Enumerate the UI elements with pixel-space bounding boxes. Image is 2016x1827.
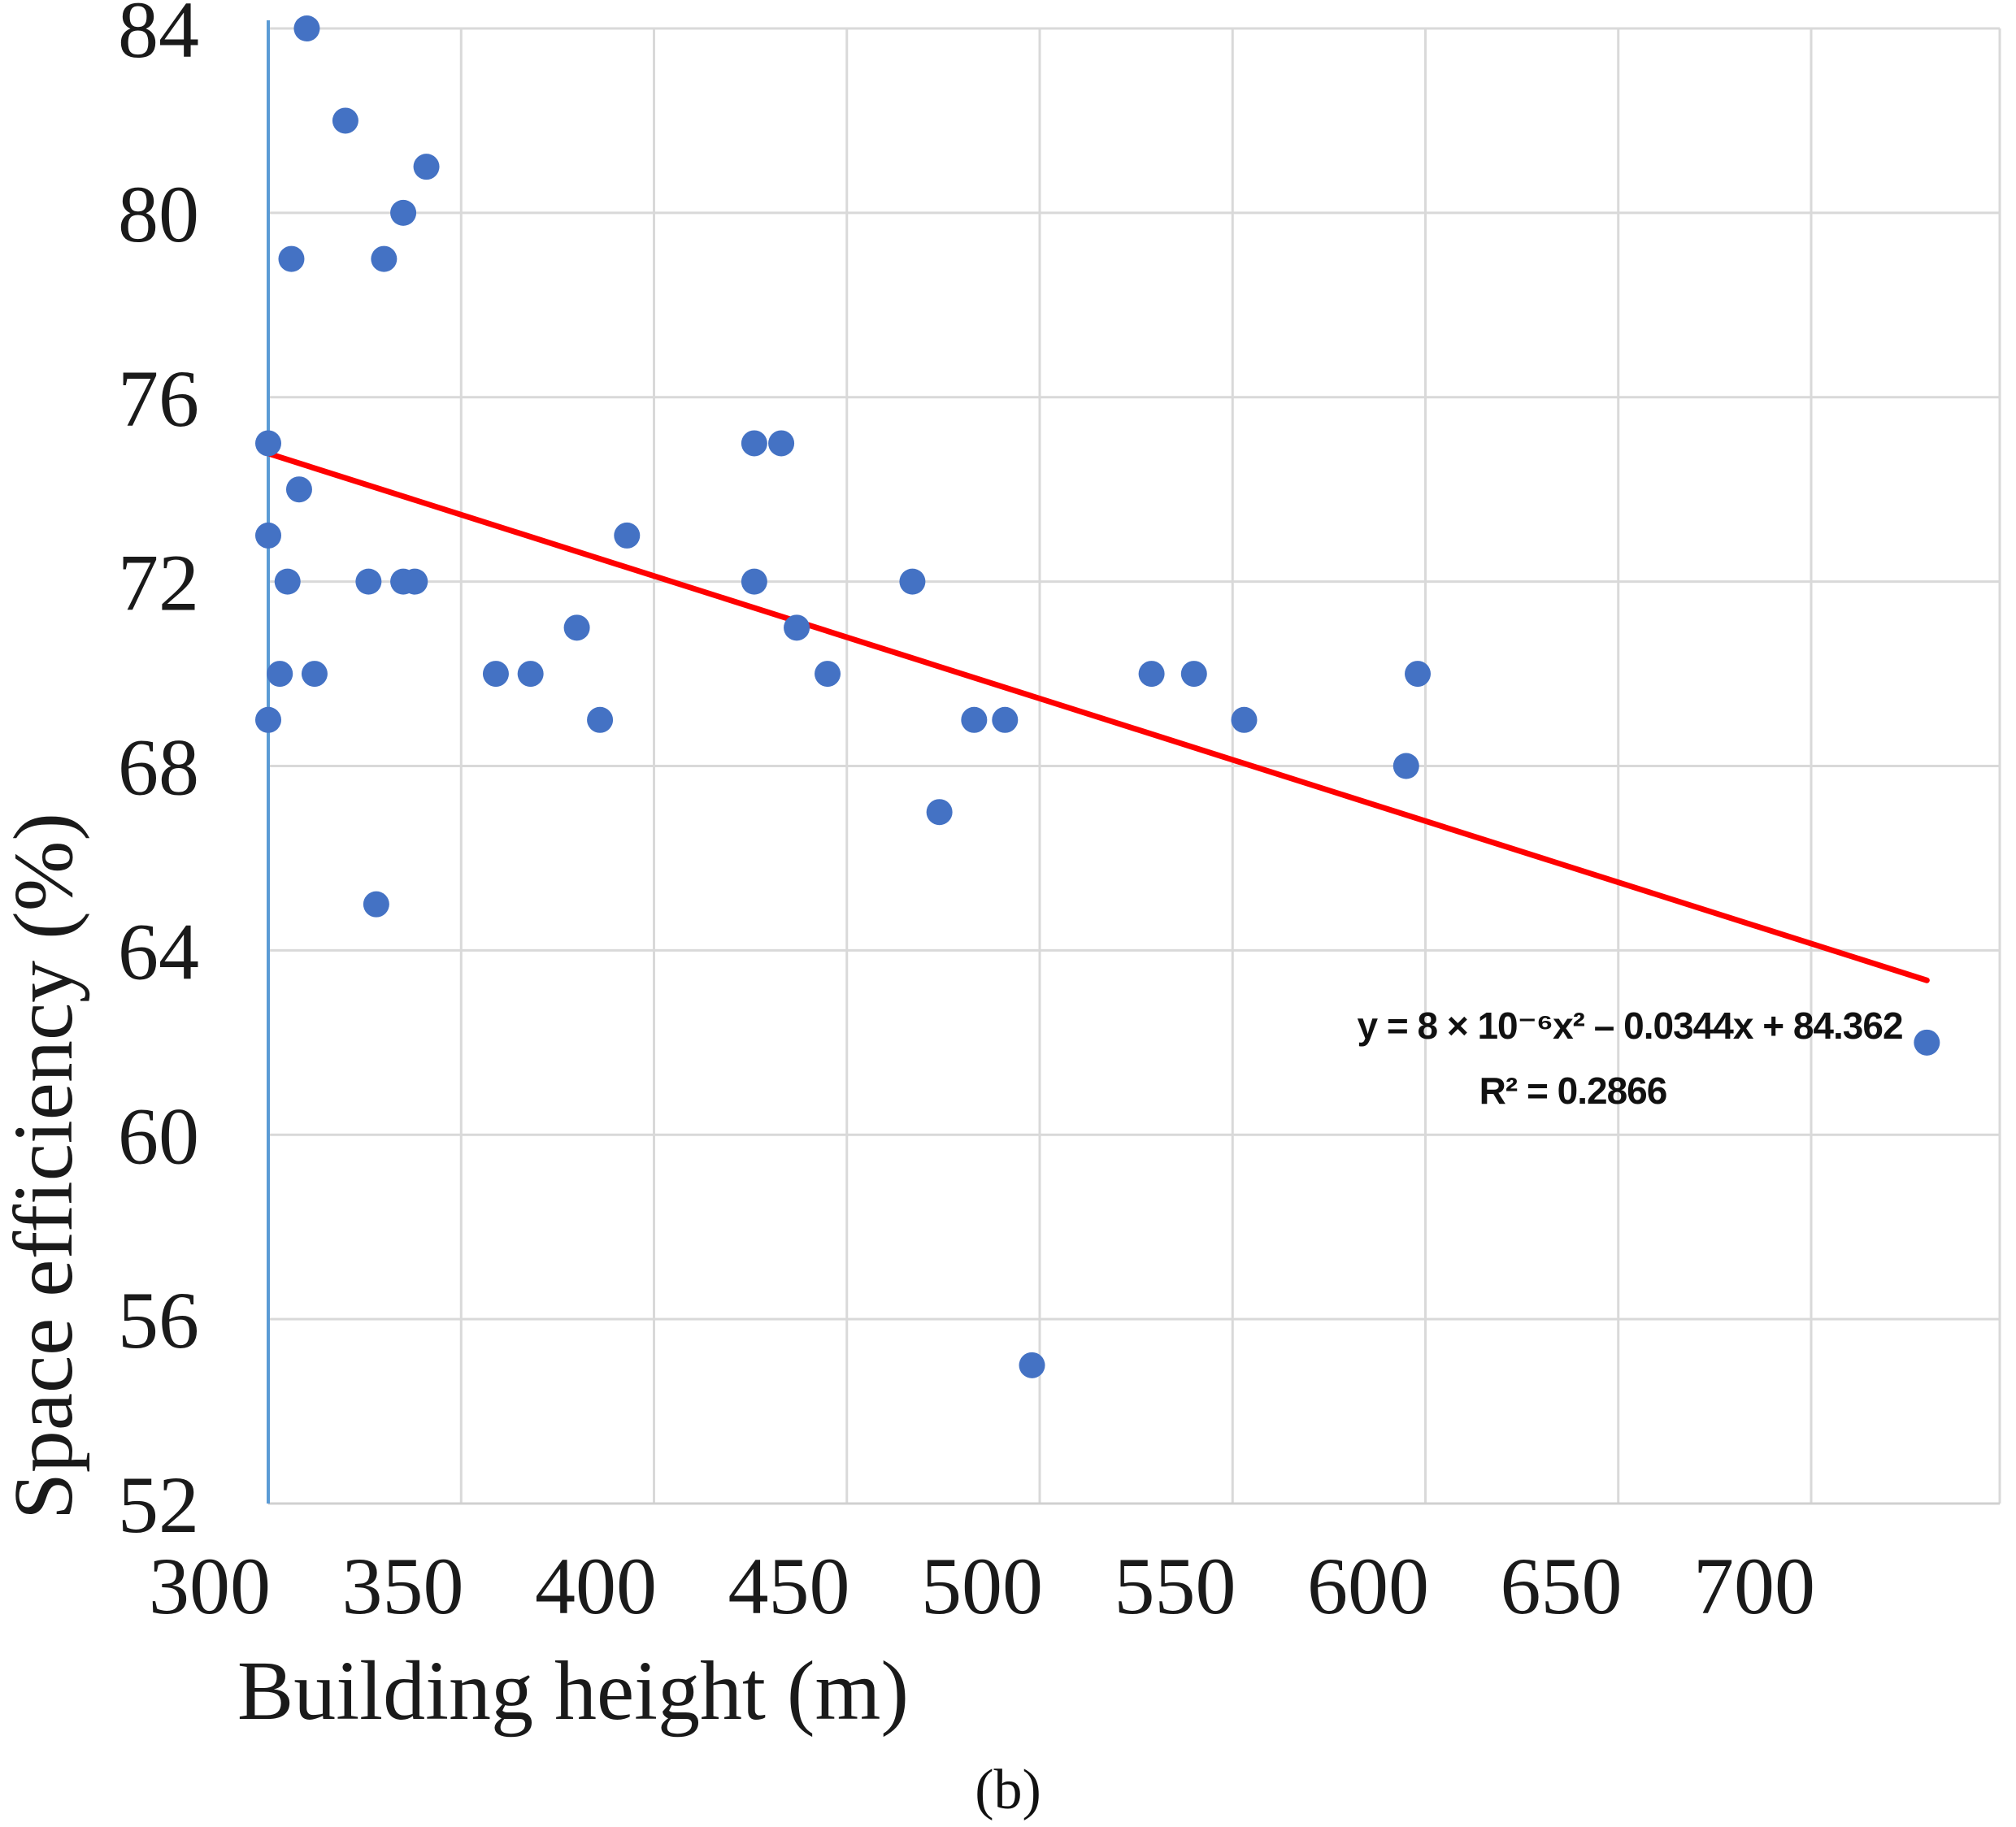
data-points (255, 15, 1940, 1378)
data-point (371, 245, 398, 272)
data-point (293, 15, 320, 41)
data-point (355, 568, 382, 595)
y-tick-label: 52 (118, 1460, 199, 1550)
x-tick-label: 600 (1307, 1541, 1429, 1631)
y-tick-label: 64 (118, 906, 199, 996)
x-tick-label: 650 (1501, 1541, 1623, 1631)
data-point (992, 706, 1019, 733)
data-point (482, 661, 509, 688)
y-tick-label: 76 (118, 354, 199, 444)
data-point (285, 476, 312, 503)
data-point (1180, 661, 1207, 688)
grid-lines (268, 27, 2001, 1505)
trendline (265, 450, 1930, 983)
data-point (1138, 661, 1165, 688)
y-tick-label: 72 (118, 538, 199, 628)
data-point (332, 107, 358, 134)
data-point (1019, 1352, 1045, 1378)
y-tick-label: 84 (118, 0, 199, 75)
trendline-equation: y = 8 × 10⁻⁶x² – 0.0344x + 84.362 (1357, 1005, 1902, 1047)
data-point (1405, 661, 1432, 688)
data-point (390, 199, 417, 226)
data-point (741, 430, 767, 457)
x-axis-title: Building height (m) (237, 1644, 909, 1738)
data-point (402, 568, 428, 595)
r-squared-label: R² = 0.2866 (1479, 1070, 1667, 1112)
tick-labels: 52 56 60 64 68 72 76 80 84 300 350 400 450 500 550 600 6… (118, 0, 1815, 1631)
y-tick-label: 68 (118, 723, 199, 813)
y-tick-label: 80 (118, 169, 199, 259)
data-point (563, 614, 590, 641)
panel-label: (b) (975, 1759, 1041, 1821)
trendline-group (265, 450, 1930, 983)
data-point (899, 568, 926, 595)
data-point (784, 614, 810, 641)
y-tick-label: 56 (118, 1275, 199, 1365)
axes (267, 20, 2000, 1505)
data-point (815, 661, 841, 688)
data-point (926, 799, 953, 826)
data-point (587, 706, 614, 733)
data-point (741, 568, 767, 595)
data-point (768, 430, 795, 457)
data-point (255, 522, 281, 549)
y-tick-label: 60 (118, 1091, 199, 1181)
data-point (961, 706, 988, 733)
x-tick-label: 450 (728, 1541, 850, 1631)
data-point (1231, 706, 1258, 733)
x-tick-label: 700 (1693, 1541, 1815, 1631)
data-point (274, 568, 301, 595)
data-point (614, 522, 641, 549)
data-point (517, 661, 544, 688)
x-tick-label: 350 (342, 1541, 464, 1631)
data-point (278, 245, 305, 272)
data-point (1393, 753, 1419, 779)
data-point (255, 706, 281, 733)
data-point (255, 430, 281, 457)
x-tick-label: 500 (921, 1541, 1043, 1631)
x-tick-label: 400 (535, 1541, 657, 1631)
data-point (301, 661, 328, 688)
data-point (1914, 1029, 1940, 1056)
data-point (413, 154, 440, 180)
x-tick-label: 550 (1114, 1541, 1236, 1631)
data-point (267, 661, 293, 688)
y-axis-title: Space efficiency (%) (0, 813, 90, 1520)
data-point (363, 891, 389, 918)
x-tick-label: 300 (149, 1541, 271, 1631)
